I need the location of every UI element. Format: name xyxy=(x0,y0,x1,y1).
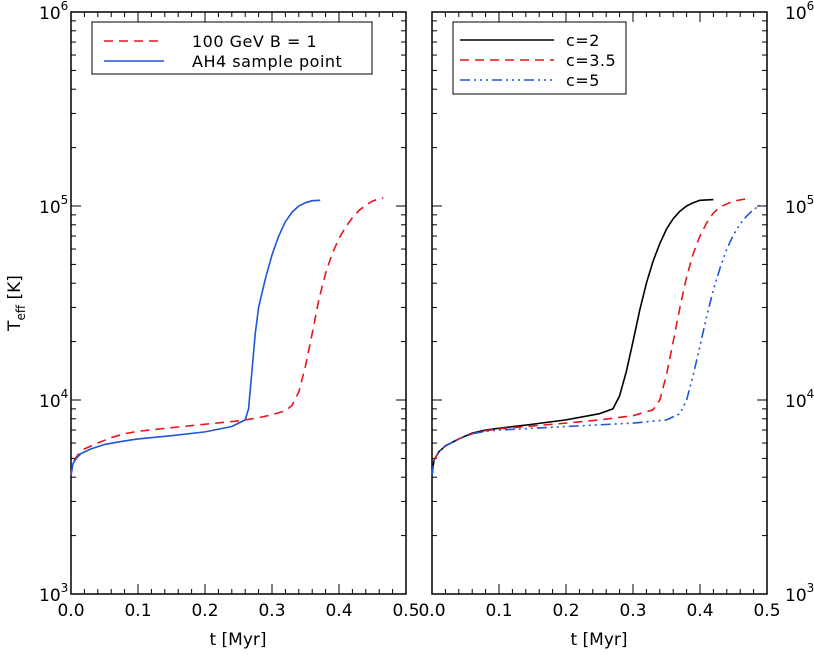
right-plot-frame xyxy=(431,11,768,595)
x-tick-label: 0.0 xyxy=(418,601,445,621)
y-tick-label: 106 xyxy=(39,0,68,24)
x-tick-label: 0.3 xyxy=(619,601,646,621)
series-line-0-1 xyxy=(70,199,321,476)
legend-label-ah4: AH4 sample point xyxy=(192,52,342,71)
y-tick-base: 10 xyxy=(785,198,807,218)
y-tick-label: 106 xyxy=(785,0,814,24)
y-tick-exp: 4 xyxy=(61,387,69,401)
legend-label-c2: c=2 xyxy=(566,31,600,50)
x-tick-label: 0.1 xyxy=(124,601,151,621)
y-tick-label: 105 xyxy=(39,193,68,218)
left-legend-box xyxy=(91,21,373,75)
right-legend: c=2 c=3.5 c=5 xyxy=(452,21,627,95)
y-tick-base: 10 xyxy=(785,392,807,412)
x-tick-label: 0.2 xyxy=(552,601,579,621)
x-tick-label: 0.5 xyxy=(392,601,419,621)
series-line-0-0 xyxy=(70,197,384,476)
series-line-1-1 xyxy=(431,197,748,476)
y-tick-exp: 6 xyxy=(807,0,814,13)
left-legend: 100 GeV B = 1 AH4 sample point xyxy=(91,21,373,75)
x-tick-label: 0.0 xyxy=(57,601,84,621)
y-tick-exp: 5 xyxy=(807,193,814,207)
legend-label-100gev: 100 GeV B = 1 xyxy=(192,32,317,51)
x-tick-label: 0.1 xyxy=(485,601,512,621)
y-axis-label-unit: [K] xyxy=(5,275,25,305)
y-tick-exp: 5 xyxy=(61,193,69,207)
y-tick-exp: 3 xyxy=(61,581,69,595)
left-y-axis-label: Teff [K] xyxy=(5,275,28,332)
y-tick-base: 10 xyxy=(39,198,61,218)
y-axis-label-main: T xyxy=(5,320,25,332)
y-tick-base: 10 xyxy=(39,4,61,24)
y-tick-base: 10 xyxy=(785,4,807,24)
x-tick-label: 0.5 xyxy=(753,601,780,621)
y-tick-label: 103 xyxy=(785,581,814,606)
legend-label-c5: c=5 xyxy=(566,71,600,90)
left-x-axis-label: t [Myr] xyxy=(209,630,266,650)
y-axis-label-text: Teff [K] xyxy=(5,275,28,332)
right-legend-box xyxy=(452,21,627,95)
y-tick-label: 104 xyxy=(39,387,68,412)
y-axis-label-sub: eff xyxy=(14,304,28,320)
left-series-layer xyxy=(70,197,384,476)
x-tick-label: 0.3 xyxy=(258,601,285,621)
y-tick-exp: 6 xyxy=(61,0,69,13)
y-tick-exp: 4 xyxy=(807,387,814,401)
y-tick-base: 10 xyxy=(785,586,807,606)
y-tick-label: 104 xyxy=(785,387,814,412)
series-line-1-2 xyxy=(431,204,761,476)
y-tick-label: 103 xyxy=(39,581,68,606)
y-tick-label: 105 xyxy=(785,193,814,218)
y-tick-base: 10 xyxy=(39,392,61,412)
right-x-axis-label: t [Myr] xyxy=(570,630,627,650)
x-tick-label: 0.4 xyxy=(686,601,713,621)
y-tick-base: 10 xyxy=(39,586,61,606)
y-tick-exp: 3 xyxy=(807,581,814,595)
right-series-layer xyxy=(431,197,761,476)
x-tick-label: 0.4 xyxy=(325,601,352,621)
x-tick-label: 0.2 xyxy=(191,601,218,621)
legend-label-c35: c=3.5 xyxy=(566,51,616,70)
left-plot-frame xyxy=(70,11,407,595)
